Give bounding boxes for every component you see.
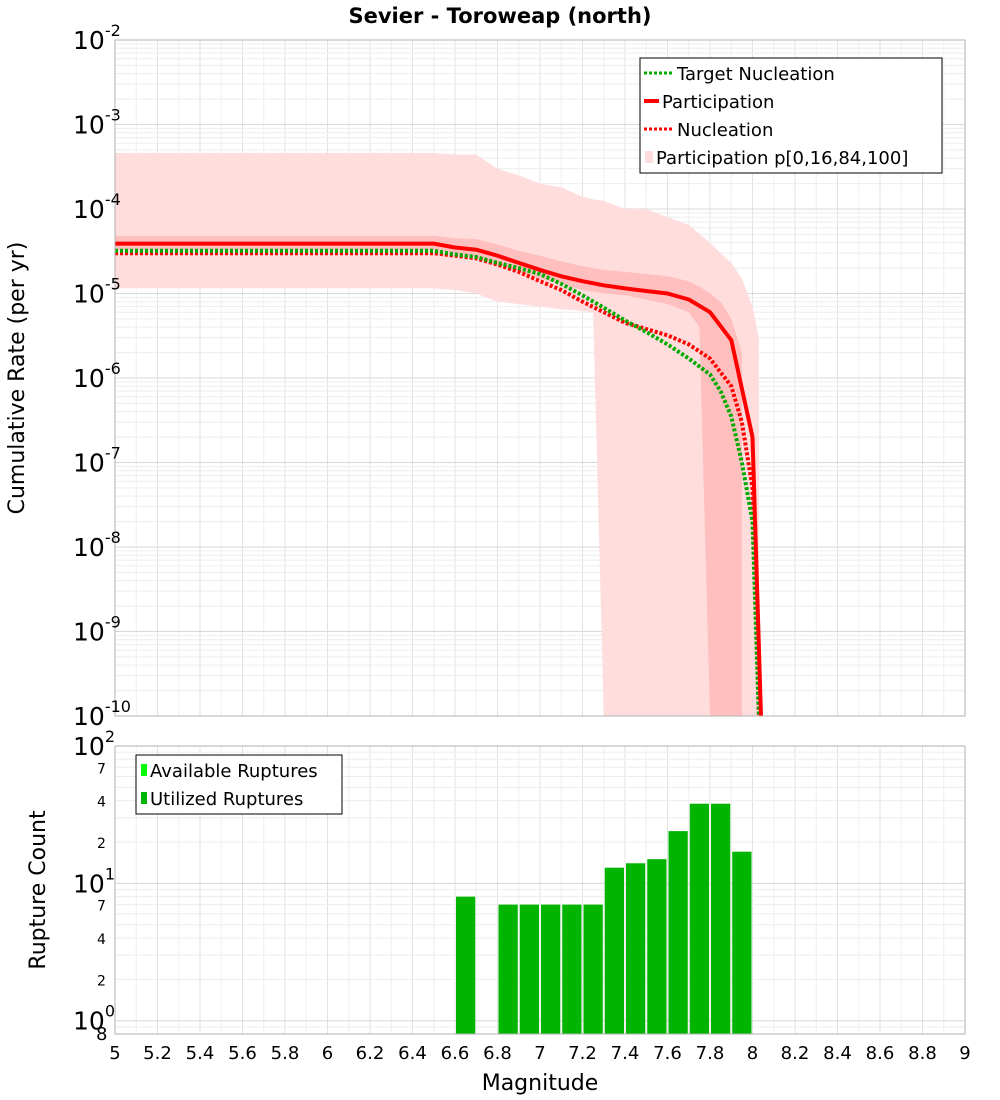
utilized-rupture-bar bbox=[519, 904, 539, 1034]
rate-y-tick-label: 10-9 bbox=[73, 613, 121, 647]
x-tick-label: 6.4 bbox=[398, 1043, 427, 1064]
legend-label-target-nucleation: Target Nucleation bbox=[676, 64, 835, 85]
rate-legend: Target Nucleation Participation Nucleati… bbox=[639, 57, 943, 174]
x-tick-label: 5.2 bbox=[143, 1043, 172, 1064]
magnitude-x-ticks: 5 5.2 5.4 5.6 5.8 6 6.2 6.4 6.6 6.8 7 7.2 7.4 7.6 7.8 8… bbox=[109, 1043, 970, 1064]
x-tick-label: 7.6 bbox=[653, 1043, 682, 1064]
legend-label-nucleation: Nucleation bbox=[677, 120, 773, 141]
rate-plot-frame bbox=[114, 39, 966, 717]
x-tick-label: 8.6 bbox=[866, 1043, 895, 1064]
rate-y-tick-label: 10-10 bbox=[73, 697, 131, 731]
rate-plot: 10-10 10-9 10-8 10-7 10-6 10-5 10-4 10-3 10-2 Cu… bbox=[5, 21, 966, 731]
rupture-y-minor-tick-label: 4 bbox=[97, 932, 106, 948]
rate-y-axis-label: Cumulative Rate (per yr) bbox=[5, 242, 30, 515]
rupture-y-tick-label: 100 bbox=[73, 1002, 115, 1036]
rupture-count-plot: 100 101 102 8 2 4 7 2 4 7 Rupture Count Available… bbox=[26, 727, 966, 1045]
x-tick-label: 5.4 bbox=[186, 1043, 215, 1064]
x-tick-label: 5.8 bbox=[271, 1043, 300, 1064]
rate-y-tick-label: 10-5 bbox=[73, 275, 121, 309]
rate-y-tick-label: 10-8 bbox=[73, 528, 121, 562]
x-tick-label: 5 bbox=[109, 1043, 120, 1064]
rupture-y-ticks: 100 101 102 8 2 4 7 2 4 7 bbox=[73, 727, 115, 1045]
rupture-y-axis-label: Rupture Count bbox=[26, 810, 51, 970]
legend-label-utilized-ruptures: Utilized Ruptures bbox=[150, 789, 303, 810]
rupture-y-minor-tick-label: 7 bbox=[97, 899, 106, 915]
legend-swatch-participation-band bbox=[645, 151, 653, 163]
x-tick-label: 7.2 bbox=[568, 1043, 597, 1064]
utilized-rupture-bar bbox=[732, 851, 752, 1034]
rate-y-tick-label: 10-2 bbox=[73, 21, 121, 55]
rupture-legend: Available Ruptures Utilized Ruptures bbox=[135, 754, 343, 815]
legend-label-participation-band: Participation p[0,16,84,100] bbox=[656, 148, 908, 169]
rupture-plot-frame bbox=[114, 745, 966, 1035]
utilized-rupture-bar bbox=[604, 867, 624, 1034]
x-tick-label: 7 bbox=[534, 1043, 545, 1064]
utilized-rupture-bar bbox=[541, 904, 561, 1034]
legend-swatch-utilized-ruptures bbox=[141, 792, 147, 804]
x-tick-label: 5.6 bbox=[228, 1043, 257, 1064]
rate-y-tick-label: 10-3 bbox=[73, 106, 121, 140]
rupture-y-minor-tick-label: 2 bbox=[97, 973, 106, 989]
x-tick-label: 8.4 bbox=[823, 1043, 852, 1064]
utilized-rupture-bar bbox=[456, 896, 476, 1034]
x-axis-label: Magnitude bbox=[482, 1071, 599, 1096]
target-nucleation-line bbox=[115, 248, 761, 717]
legend-label-participation: Participation bbox=[662, 92, 774, 113]
utilized-rupture-bar bbox=[668, 831, 688, 1034]
rupture-y-tick-label: 101 bbox=[73, 864, 115, 898]
rupture-y-minor-tick-label: 7 bbox=[97, 761, 106, 777]
chart-title: Sevier - Toroweap (north) bbox=[348, 4, 651, 28]
rupture-y-minor-tick-label: 8 bbox=[96, 1024, 107, 1045]
participation-band-inner bbox=[115, 235, 742, 716]
participation-band-outer bbox=[115, 153, 759, 716]
x-tick-label: 6.2 bbox=[356, 1043, 385, 1064]
x-tick-label: 8.2 bbox=[781, 1043, 810, 1064]
rupture-y-minor-tick-label: 2 bbox=[97, 836, 106, 852]
rate-y-tick-label: 10-6 bbox=[73, 359, 121, 393]
x-tick-label: 8.8 bbox=[908, 1043, 937, 1064]
utilized-rupture-bar bbox=[626, 863, 646, 1034]
x-tick-label: 8 bbox=[747, 1043, 758, 1064]
rupture-bars bbox=[456, 803, 752, 1034]
utilized-rupture-bar bbox=[583, 904, 603, 1034]
x-tick-label: 7.4 bbox=[611, 1043, 640, 1064]
rate-y-tick-label: 10-4 bbox=[73, 190, 121, 224]
utilized-rupture-bar bbox=[562, 904, 582, 1034]
utilized-rupture-bar bbox=[711, 803, 731, 1034]
participation-line bbox=[115, 241, 763, 717]
legend-label-available-ruptures: Available Ruptures bbox=[150, 761, 318, 782]
legend-swatch-available-ruptures bbox=[141, 764, 147, 776]
utilized-rupture-bar bbox=[647, 859, 667, 1034]
rate-plot-lines bbox=[115, 241, 763, 717]
x-tick-label: 6.6 bbox=[441, 1043, 470, 1064]
x-tick-label: 6.8 bbox=[483, 1043, 512, 1064]
rupture-y-tick-label: 102 bbox=[73, 727, 115, 761]
x-tick-label: 7.8 bbox=[696, 1043, 725, 1064]
rupture-legend-box bbox=[135, 754, 343, 815]
rupture-y-minor-tick-label: 4 bbox=[97, 795, 106, 811]
rate-y-ticks: 10-10 10-9 10-8 10-7 10-6 10-5 10-4 10-3 10-2 bbox=[73, 21, 131, 731]
x-tick-label: 6 bbox=[322, 1043, 333, 1064]
utilized-rupture-bar bbox=[689, 803, 709, 1034]
rate-plot-bands bbox=[115, 153, 759, 716]
rate-y-tick-label: 10-7 bbox=[73, 444, 121, 478]
rate-legend-box bbox=[639, 57, 943, 174]
utilized-rupture-bar bbox=[498, 904, 518, 1034]
x-tick-label: 9 bbox=[959, 1043, 970, 1064]
